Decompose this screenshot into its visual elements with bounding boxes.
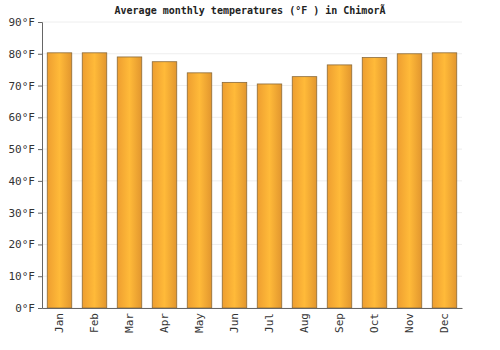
y-tick-label: 80°F [9,48,36,61]
y-tick-mark [38,213,42,214]
x-tick: Dec [438,308,451,333]
y-tick-label: 0°F [15,302,35,315]
bar [117,57,142,308]
y-tick: 50°F [9,143,43,156]
bar [222,82,247,308]
plot: 0°F 10°F 20°F 30°F 40°F 50°F 60°F 70°F 80°F 90°F J… [9,16,463,333]
x-tick: Nov [403,308,416,333]
x-tick: Jun [228,308,241,333]
y-tick-mark [38,276,42,277]
grid-line [42,22,462,23]
y-tick: 70°F [9,80,43,93]
y-tick-label: 50°F [9,143,36,156]
x-tick-label: Jul [263,313,276,333]
x-tick-label: Aug [298,313,311,333]
title: Average monthly temperatures (°F ) in Ch… [115,4,386,16]
y-tick-mark [38,22,42,23]
x-tick-label: May [193,313,206,333]
x-tick-label: Nov [403,313,416,333]
y-tick-label: 20°F [9,238,36,251]
bar [47,53,72,308]
y-tick-label: 10°F [9,270,36,283]
y-tick-mark [38,244,42,245]
y-tick: 20°F [9,238,43,251]
x-tick: Oct [368,308,381,333]
bar [292,77,317,308]
bar [187,73,212,308]
x-tick: May [193,308,206,333]
y-tick-label: 40°F [9,175,36,188]
y-tick: 10°F [9,270,43,283]
bar [327,65,352,308]
x-tick: Sep [333,308,346,333]
y-tick: 80°F [9,48,43,61]
y-tick-mark [38,149,42,150]
x-tick: Jul [263,308,276,333]
y-axis: 0°F 10°F 20°F 30°F 40°F 50°F 60°F 70°F 80°F 90°F [9,16,43,315]
y-tick-mark [38,54,42,55]
x-axis: Jan Feb Mar Apr May Jun Jul Aug Sep Oct Nov Dec [43,308,463,333]
bar [152,62,177,308]
y-axis-line [38,23,43,309]
y-tick-label: 90°F [9,16,36,29]
y-tick-mark [38,181,42,182]
x-axis-line [43,308,463,309]
x-tick: Apr [158,308,171,333]
y-tick: 60°F [9,111,43,124]
x-tick-label: Jun [228,313,241,333]
x-tick-label: Oct [368,313,381,333]
y-tick-mark [38,117,42,118]
bar [257,84,282,308]
chart: 0°F 10°F 20°F 30°F 40°F 50°F 60°F 70°F 80°F 90°F J… [0,0,500,350]
y-tick: 90°F [9,16,43,29]
y-tick-mark [38,308,42,309]
x-tick-label: Mar [123,313,136,333]
bar [362,58,387,308]
x-tick: Feb [88,308,101,333]
y-tick: 0°F [15,302,42,315]
x-tick: Aug [298,308,311,333]
bar [397,54,422,308]
x-tick-label: Apr [158,313,171,333]
y-tick-label: 70°F [9,80,36,93]
x-tick-label: Jan [53,313,66,333]
x-tick: Jan [53,308,66,333]
x-tick: Mar [123,308,136,333]
y-tick-label: 60°F [9,111,36,124]
bar [82,53,107,308]
y-tick-mark [38,86,42,87]
bars [47,53,457,308]
x-tick-label: Dec [438,313,451,333]
bar [432,53,457,308]
grid [42,22,462,308]
x-tick-label: Sep [333,313,346,333]
y-tick-label: 30°F [9,207,36,220]
y-tick: 30°F [9,207,43,220]
y-tick: 40°F [9,175,43,188]
x-tick-label: Feb [88,313,101,333]
